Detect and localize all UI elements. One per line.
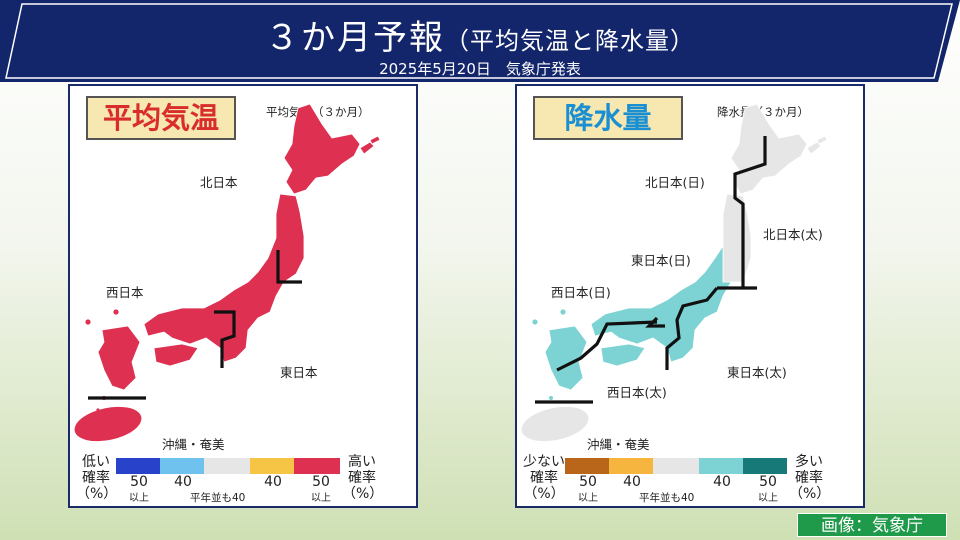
legend-bar-low50	[116, 458, 160, 474]
region-west-pacific: 西日本(太)	[607, 385, 667, 400]
okinawa-shape	[74, 406, 142, 442]
okinawa-shape	[521, 406, 589, 442]
legend-bar-high40	[250, 458, 294, 474]
precipitation-map	[521, 103, 828, 442]
boundary-north-east	[276, 250, 302, 284]
honshu-shape	[143, 193, 305, 363]
legend-pct-3: 40	[713, 474, 731, 490]
legend-pct-1: 50	[130, 474, 148, 490]
legend-ijo-left: 以上	[129, 493, 149, 504]
legend-normal-note: 平年並も40	[639, 492, 695, 504]
precipitation-caption: 降水量（３か月）	[717, 105, 809, 119]
legend-bar-less50	[565, 458, 609, 474]
region-north: 北日本	[200, 175, 238, 190]
legend-bar-high50	[294, 458, 340, 474]
legend-pct-4: 50	[312, 474, 330, 490]
boundary-east-sea-pacific	[665, 286, 719, 370]
temperature-caption: 平均気温（３か月）	[266, 105, 370, 119]
legend-low-label: 低い 確率 （%）	[76, 454, 118, 502]
page-title: ３か月予報（平均気温と降水量）	[0, 10, 960, 59]
legend-bar-normal	[204, 458, 250, 474]
tohoku-shape	[722, 193, 752, 283]
region-east-sea: 東日本(日)	[631, 253, 691, 268]
issue-date: 2025年5月20日 気象庁発表	[379, 60, 581, 78]
region-east-pacific: 東日本(太)	[727, 365, 787, 380]
region-east: 東日本	[280, 365, 318, 380]
legend-more-label: 多い 確率 （%）	[789, 454, 831, 502]
image-credit: 画像：気象庁	[797, 513, 947, 537]
region-west: 西日本	[106, 285, 144, 300]
boundary-north-sea-pacific	[733, 136, 767, 288]
legend-bar-normal	[653, 458, 699, 474]
title-sub: （平均気温と降水量）	[445, 27, 695, 55]
banner-shape	[0, 0, 960, 82]
precipitation-heading: 降水量	[533, 96, 683, 140]
boundary-west-sea-pacific	[556, 320, 658, 372]
temperature-panel: 平均気温 平均気温（３か月） 北日本 西日本	[68, 84, 418, 508]
legend-bar-low40	[160, 458, 204, 474]
legend-pct-2: 40	[174, 474, 192, 490]
legend-bar-more50	[743, 458, 787, 474]
region-west-sea: 西日本(日)	[551, 285, 611, 300]
hokkaido-shape	[730, 103, 808, 195]
legend-pct-2: 40	[623, 474, 641, 490]
kyushu-shape	[97, 325, 141, 391]
legend-less-label: 少ない 確率 （%）	[523, 454, 565, 502]
title-main: ３か月予報	[265, 18, 445, 58]
legend-pct-3: 40	[264, 474, 282, 490]
legend-high-label: 高い 確率 （%）	[342, 454, 384, 502]
legend-normal-note: 平年並も40	[190, 492, 246, 504]
boundary-east-west	[214, 310, 236, 368]
honshu-shape	[590, 244, 743, 363]
temperature-map	[74, 103, 381, 442]
title-banner: ３か月予報（平均気温と降水量） 2025年5月20日 気象庁発表	[0, 0, 960, 82]
legend-pct-1: 50	[579, 474, 597, 490]
region-north-pacific: 北日本(太)	[763, 227, 823, 242]
hokkaido-shape	[283, 103, 361, 195]
legend-bar-less40	[609, 458, 653, 474]
shikoku-shape	[153, 343, 199, 367]
region-north-sea: 北日本(日)	[645, 175, 705, 190]
kyushu-shape	[544, 325, 588, 391]
legend-ijo-right: 以上	[311, 493, 331, 504]
legend-ijo-right: 以上	[758, 493, 778, 504]
legend-ijo-left: 以上	[578, 493, 598, 504]
region-okinawa: 沖縄・奄美	[162, 437, 225, 452]
region-okinawa: 沖縄・奄美	[587, 437, 650, 452]
legend-pct-4: 50	[759, 474, 777, 490]
legend-bar-more40	[699, 458, 743, 474]
temperature-heading: 平均気温	[86, 96, 236, 140]
shikoku-shape	[600, 343, 646, 367]
precipitation-panel: 降水量 降水量（３か月） 北日本(日) 北日本(太) 東日本(日) 西日本(日)…	[515, 84, 865, 508]
